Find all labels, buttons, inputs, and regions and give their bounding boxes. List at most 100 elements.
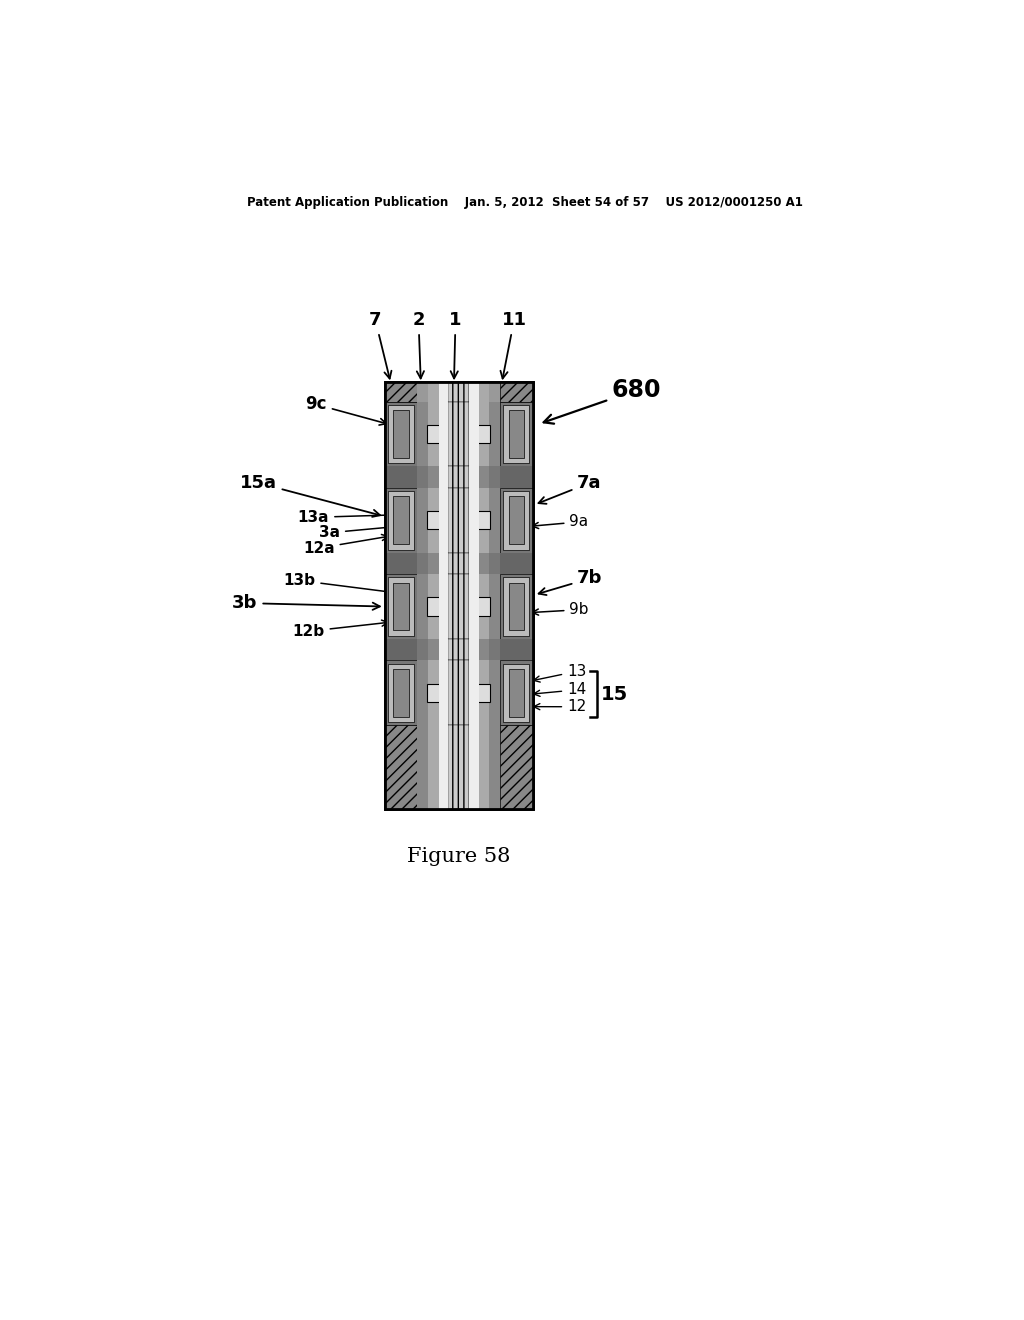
Bar (428, 553, 438, 574)
Bar (417, 381, 428, 401)
Bar (478, 574, 489, 639)
Text: 3a: 3a (319, 521, 426, 540)
Text: 13: 13 (534, 664, 587, 682)
Bar (500, 574, 532, 639)
Bar (469, 684, 490, 702)
Bar (417, 639, 428, 660)
Text: 15: 15 (601, 685, 629, 704)
Bar (388, 491, 414, 549)
Bar (447, 381, 469, 809)
Bar (417, 466, 428, 488)
Text: 3b: 3b (232, 594, 380, 612)
Text: 1: 1 (450, 312, 462, 379)
Bar (503, 664, 529, 722)
Bar (388, 577, 414, 636)
Bar (385, 488, 417, 553)
Bar (489, 725, 500, 809)
Bar (509, 582, 524, 631)
Text: 9b: 9b (532, 602, 589, 618)
Bar (447, 553, 469, 574)
Bar (393, 669, 409, 717)
Bar (478, 381, 489, 401)
Bar (489, 488, 500, 553)
Bar (447, 466, 469, 488)
Bar (478, 660, 489, 725)
Bar (447, 725, 469, 809)
Bar (417, 401, 428, 466)
Text: 9c: 9c (305, 396, 386, 425)
Bar (438, 401, 447, 466)
Bar (500, 466, 532, 488)
Bar (447, 381, 469, 401)
Bar (428, 639, 438, 660)
Text: 12b: 12b (293, 620, 388, 639)
Text: 7: 7 (370, 312, 391, 379)
Bar (388, 405, 414, 463)
Bar (500, 488, 532, 553)
Bar (385, 381, 417, 401)
Bar (500, 381, 532, 401)
Bar (469, 725, 478, 809)
Bar (447, 660, 469, 725)
Bar (393, 496, 409, 544)
Bar (509, 411, 524, 458)
Text: 12: 12 (534, 700, 587, 714)
Bar (478, 553, 489, 574)
Bar (428, 401, 438, 466)
Bar (385, 725, 417, 809)
Bar (428, 381, 438, 401)
Bar (469, 466, 478, 488)
Bar (478, 466, 489, 488)
Text: 680: 680 (544, 378, 662, 424)
Bar (469, 425, 490, 444)
Bar (489, 381, 500, 809)
Text: 15a: 15a (240, 474, 380, 517)
Text: 12a: 12a (303, 535, 388, 556)
Bar (385, 381, 532, 809)
Bar (417, 488, 428, 553)
Bar (447, 639, 469, 660)
Bar (447, 401, 469, 466)
Bar (428, 725, 438, 809)
Bar (438, 553, 447, 574)
Bar (469, 639, 478, 660)
Bar (438, 574, 447, 639)
Text: 2: 2 (413, 312, 425, 379)
Text: 9a: 9a (532, 515, 589, 529)
Text: Patent Application Publication    Jan. 5, 2012  Sheet 54 of 57    US 2012/000125: Patent Application Publication Jan. 5, 2… (247, 195, 803, 209)
Bar (417, 660, 428, 725)
Bar (427, 598, 449, 615)
Bar (438, 381, 447, 809)
Bar (500, 725, 532, 809)
Bar (489, 381, 500, 401)
Bar (385, 660, 417, 725)
Bar (393, 582, 409, 631)
Bar (478, 401, 489, 466)
Bar (417, 574, 428, 639)
Bar (489, 553, 500, 574)
Bar (438, 639, 447, 660)
Bar (469, 381, 478, 401)
Bar (503, 405, 529, 463)
Bar (478, 488, 489, 553)
Text: Figure 58: Figure 58 (407, 847, 510, 866)
Bar (469, 381, 478, 809)
Bar (469, 660, 478, 725)
Bar (438, 660, 447, 725)
Bar (428, 466, 438, 488)
Bar (469, 574, 478, 639)
Bar (385, 381, 532, 809)
Bar (427, 684, 449, 702)
Bar (417, 381, 428, 809)
Bar (385, 574, 417, 639)
Text: 13a: 13a (298, 510, 415, 525)
Bar (428, 574, 438, 639)
Text: 14: 14 (534, 682, 587, 697)
Bar (393, 411, 409, 458)
Bar (427, 511, 449, 529)
Bar (469, 488, 478, 553)
Bar (385, 466, 417, 488)
Bar (438, 466, 447, 488)
Bar (489, 574, 500, 639)
Bar (469, 598, 490, 615)
